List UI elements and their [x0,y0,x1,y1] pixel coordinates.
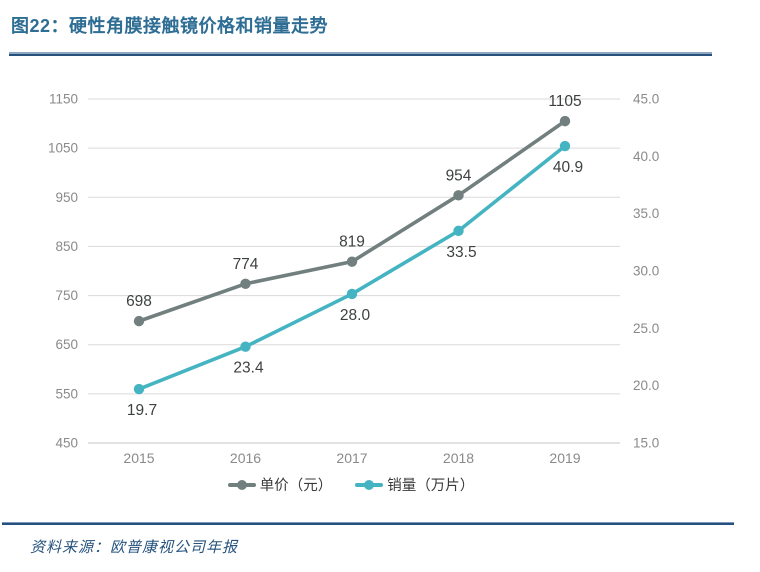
data-point-marker [346,256,358,267]
right-axis-tick-label: 20.0 [633,378,659,393]
data-point-label: 819 [339,234,365,251]
left-axis-tick-label: 550 [55,386,78,401]
right-axis-tick-label: 25.0 [633,321,659,336]
x-axis-label: 2017 [336,450,367,466]
legend-label-sales: 销量（万片） [387,478,475,494]
data-point-label: 1105 [548,93,581,110]
data-point-label: 33.5 [446,244,476,261]
sales-series-marker-icon [355,479,384,491]
right-axis-tick-label: 15.0 [633,436,659,451]
data-point-label: 23.4 [233,360,264,377]
data-point-marker [346,288,358,300]
sales-series-line [137,144,567,391]
right-axis-tick-label: 30.0 [633,264,659,279]
footer-divider [2,522,734,525]
data-point-label: 19.7 [127,402,157,419]
data-point-marker [240,341,251,352]
data-point-marker [240,278,251,289]
left-axis-tick-label: 650 [55,337,78,352]
data-point-marker [453,190,464,201]
data-point-marker [133,315,145,327]
legend-item-price: 单价（元） [227,474,333,495]
x-axis-label: 2015 [123,450,154,466]
figure-title: 图22：硬性角膜接触镜价格和销量走势 [11,16,329,36]
right-axis-tick-label: 45.0 [633,92,659,107]
x-axis-label: 2018 [443,450,474,466]
price-series-marker-icon [227,479,256,491]
left-axis-tick-label: 950 [55,190,78,205]
x-axis-label: 2016 [230,450,261,466]
data-point-label: 698 [126,293,152,310]
line-chart: 450 550 650 750 850 950 1050 1150 15.0 20.0 25.0 30… [48,92,659,467]
left-axis-tick-label: 450 [55,436,78,451]
right-axis-tick-label: 35.0 [633,206,659,221]
legend-item-sales: 销量（万片） [355,474,474,495]
left-axis-tick-label: 750 [55,288,78,303]
left-axis-tick-label: 1050 [48,141,78,156]
legend-label-price: 单价（元） [259,478,333,494]
data-point-marker [559,115,571,127]
data-point-label: 954 [446,167,472,184]
data-point-label: 28.0 [340,307,371,324]
data-point-marker [453,225,464,237]
left-axis-tick-label: 850 [55,239,78,254]
chart-legend: 单价（元） 销量（万片） [0,474,760,495]
right-axis-tick-label: 40.0 [633,149,659,164]
left-axis-tick-label: 1150 [49,92,78,107]
data-point-marker [559,140,571,152]
data-point-label: 774 [233,256,259,273]
legend-dot [236,479,247,490]
data-point-label: 40.9 [553,159,583,176]
data-point-marker [133,383,145,395]
title-divider [9,52,712,56]
source-note: 资料来源：欧普康视公司年报 [30,538,239,556]
x-axis-label: 2019 [549,450,580,466]
legend-dot [364,479,375,490]
